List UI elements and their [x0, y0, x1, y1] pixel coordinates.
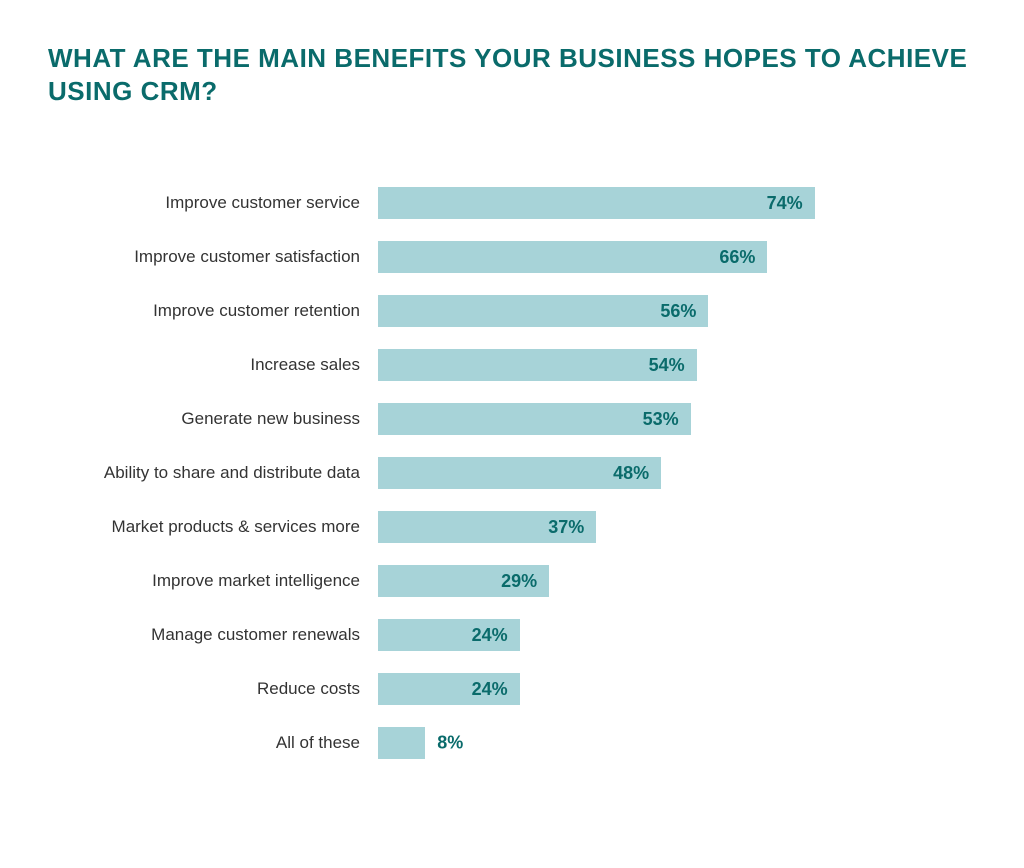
bar: 74% [378, 187, 815, 219]
bar-row: Manage customer renewals 24% [48, 619, 976, 651]
bar-row: Generate new business 53% [48, 403, 976, 435]
bar-value: 37% [548, 517, 584, 538]
bar-value: 53% [643, 409, 679, 430]
bar-label: Improve customer retention [48, 301, 378, 321]
bar-value: 24% [472, 679, 508, 700]
bar-label: Market products & services more [48, 517, 378, 537]
bar: 29% [378, 565, 549, 597]
bar-row: Improve customer service 74% [48, 187, 976, 219]
bar-label: Improve customer satisfaction [48, 247, 378, 267]
chart-title: WHAT ARE THE MAIN BENEFITS YOUR BUSINESS… [48, 42, 976, 107]
bar-value: 66% [719, 247, 755, 268]
bar: 37% [378, 511, 596, 543]
bar-value: 74% [767, 193, 803, 214]
bar: 56% [378, 295, 708, 327]
bar-row: Ability to share and distribute data 48% [48, 457, 976, 489]
bar-area: 37% [378, 511, 976, 543]
bar-label: Manage customer renewals [48, 625, 378, 645]
bar-value: 48% [613, 463, 649, 484]
bar: 54% [378, 349, 697, 381]
bar-row: Market products & services more 37% [48, 511, 976, 543]
bar-value: 29% [501, 571, 537, 592]
bar [378, 727, 425, 759]
bar-row: Increase sales 54% [48, 349, 976, 381]
bar-area: 24% [378, 673, 976, 705]
bar: 24% [378, 619, 520, 651]
bar-label: Increase sales [48, 355, 378, 375]
bar-area: 54% [378, 349, 976, 381]
bar-value: 56% [660, 301, 696, 322]
bar-area: 8% [378, 727, 976, 759]
bar-label: Generate new business [48, 409, 378, 429]
bar-row: Improve customer satisfaction 66% [48, 241, 976, 273]
bar-area: 29% [378, 565, 976, 597]
bar: 66% [378, 241, 767, 273]
bar-value: 8% [425, 733, 463, 754]
bar-area: 56% [378, 295, 976, 327]
bar-label: Ability to share and distribute data [48, 463, 378, 483]
bar-row: Improve market intelligence 29% [48, 565, 976, 597]
bar-area: 53% [378, 403, 976, 435]
bar-value: 54% [649, 355, 685, 376]
bar: 24% [378, 673, 520, 705]
bar-label: Improve customer service [48, 193, 378, 213]
bar-value: 24% [472, 625, 508, 646]
bar-area: 74% [378, 187, 976, 219]
bar-area: 48% [378, 457, 976, 489]
bar-area: 66% [378, 241, 976, 273]
bar: 53% [378, 403, 691, 435]
bar: 48% [378, 457, 661, 489]
bar-label: Reduce costs [48, 679, 378, 699]
bar-chart: Improve customer service74%Improve custo… [48, 187, 976, 759]
bar-row: All of these 8% [48, 727, 976, 759]
bar-row: Reduce costs 24% [48, 673, 976, 705]
bar-area: 24% [378, 619, 976, 651]
bar-label: All of these [48, 733, 378, 753]
bar-row: Improve customer retention 56% [48, 295, 976, 327]
bar-label: Improve market intelligence [48, 571, 378, 591]
